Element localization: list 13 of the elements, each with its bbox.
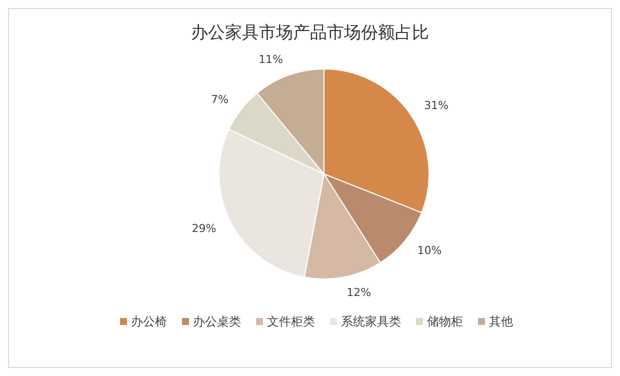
data-label: 31% bbox=[424, 98, 449, 112]
legend-label: 文件柜类 bbox=[267, 314, 315, 328]
data-label: 10% bbox=[417, 244, 442, 258]
data-label: 29% bbox=[192, 222, 216, 235]
legend-label: 办公椅 bbox=[131, 314, 167, 328]
data-label: 12% bbox=[346, 286, 372, 299]
legend-label: 办公桌类 bbox=[193, 314, 241, 328]
legend-label: 储物柜 bbox=[427, 314, 463, 328]
chart-title: 办公家具市场产品市场份额占比 bbox=[191, 23, 429, 43]
legend-label: 系统家具类 bbox=[341, 314, 401, 328]
legend-label: 其他 bbox=[489, 314, 513, 328]
data-label: 7% bbox=[210, 92, 228, 106]
data-label: 11% bbox=[258, 53, 284, 66]
